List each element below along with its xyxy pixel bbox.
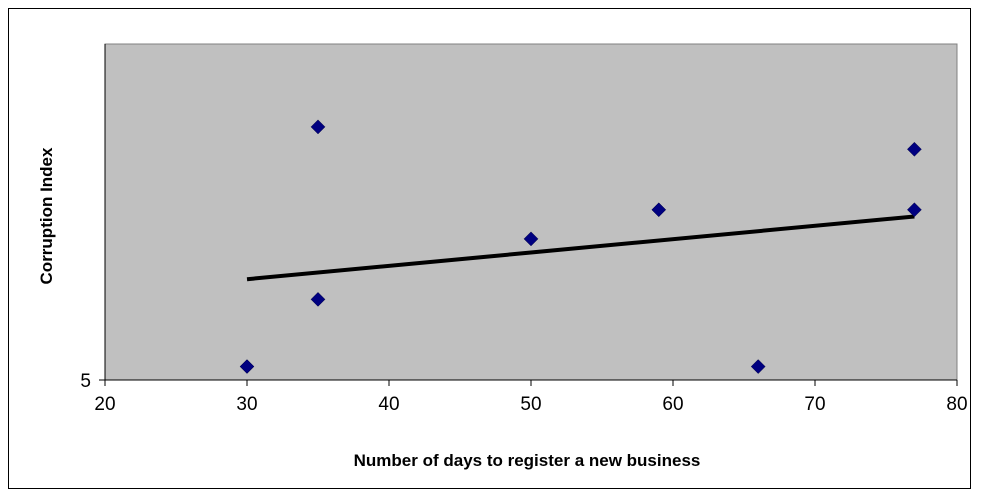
data-point-diamond	[239, 359, 255, 374]
data-points	[239, 119, 922, 374]
x-tick-labels: 20 30 40 50 60 70 80	[94, 394, 967, 415]
x-tick-label: 80	[946, 394, 967, 415]
data-point-diamond	[907, 141, 922, 157]
data-point-diamond	[750, 359, 766, 374]
x-tick-label: 40	[378, 394, 399, 415]
plot-area	[104, 43, 958, 381]
data-point-diamond	[907, 202, 922, 218]
x-tick-label: 20	[94, 394, 115, 415]
x-tick-label: 70	[804, 394, 825, 415]
data-point-diamond	[651, 202, 667, 218]
y-tick-labels: 5	[80, 371, 91, 392]
y-tick-label: 5	[80, 371, 91, 392]
x-tick-label: 30	[236, 394, 257, 415]
trendline	[246, 214, 915, 282]
y-axis-title: Corruption Index	[37, 147, 56, 284]
x-axis-title: Number of days to register a new busines…	[354, 451, 701, 470]
data-point-diamond	[523, 231, 539, 247]
data-point-diamond	[310, 119, 326, 135]
data-point-diamond	[310, 292, 326, 307]
axes	[99, 44, 958, 386]
x-tick-label: 60	[662, 394, 683, 415]
x-tick-label: 50	[520, 394, 541, 415]
